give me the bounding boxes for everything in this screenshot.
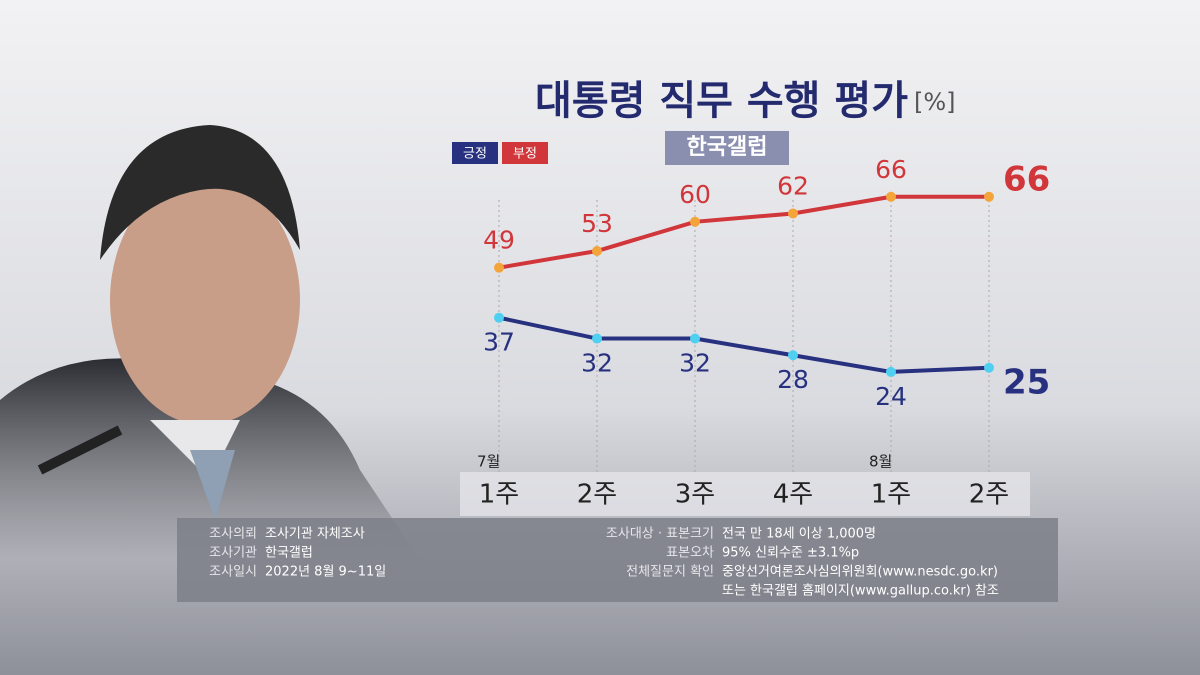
point [788, 208, 798, 219]
point [886, 191, 896, 202]
note-value: 2022년 8월 9~11일 [265, 565, 386, 580]
x-tick-label: 1주 [479, 480, 519, 510]
point [690, 333, 700, 344]
photo [0, 125, 420, 560]
data-label: 25 [1003, 362, 1050, 402]
line [498, 315, 990, 374]
source: 한국갤럽 [687, 135, 768, 160]
note-label: 조사의뢰 [209, 527, 257, 542]
data-label: 53 [581, 209, 613, 238]
data-label: 49 [483, 226, 515, 255]
x-tick-label: 4주 [773, 480, 813, 510]
x-tick-label: 2주 [577, 480, 617, 510]
notes-box [177, 518, 1058, 602]
legend-swatch [502, 142, 548, 164]
note-value: 한국갤럽 [265, 546, 313, 561]
month-label: 8월 [869, 453, 892, 471]
point [592, 333, 602, 344]
unit: [%] [914, 88, 956, 116]
point [788, 350, 798, 361]
legend-label: 긍정 [463, 147, 487, 162]
data-label: 66 [1003, 159, 1050, 199]
data-label: 37 [483, 328, 515, 357]
note-label: 조사기관 [209, 546, 257, 561]
note-label: 조사대상 · 표본크기 [606, 527, 714, 542]
x-tick-label: 3주 [675, 480, 715, 510]
point [984, 362, 994, 373]
note-value: 95% 신뢰수준 ±3.1%p [722, 546, 859, 561]
data-label: 28 [777, 365, 809, 394]
point [690, 216, 700, 227]
data-label: 62 [777, 171, 809, 200]
point [592, 245, 602, 256]
line [498, 194, 989, 270]
source-badge [665, 131, 789, 165]
month-label: 7월 [477, 453, 500, 471]
note-label: 표본오차 [666, 546, 714, 561]
legend-label: 부정 [513, 147, 537, 162]
note-value: 중앙선거여론조사심의위원회(www.nesdc.go.kr) [722, 565, 998, 580]
point [886, 366, 896, 377]
point [494, 262, 504, 273]
note-value: 조사기관 자체조사 [265, 527, 365, 542]
note-value: 또는 한국갤럽 홈페이지(www.gallup.co.kr) 참조 [722, 584, 999, 599]
x-band [460, 472, 1030, 516]
data-label: 32 [679, 349, 711, 378]
data-label: 32 [581, 349, 613, 378]
data-label: 60 [679, 180, 711, 209]
note-label: 전체질문지 확인 [626, 565, 714, 580]
legend-swatch [452, 142, 498, 164]
chart-title: 대통령 직무 수행 평가 [535, 78, 908, 124]
data-label: 66 [875, 155, 907, 184]
note-value: 전국 만 18세 이상 1,000명 [722, 527, 876, 542]
data-label: 24 [875, 382, 907, 411]
note-label: 조사일시 [209, 565, 257, 580]
x-tick-label: 2주 [969, 480, 1009, 510]
x-tick-label: 1주 [871, 480, 911, 510]
point [984, 191, 994, 202]
point [494, 312, 504, 323]
